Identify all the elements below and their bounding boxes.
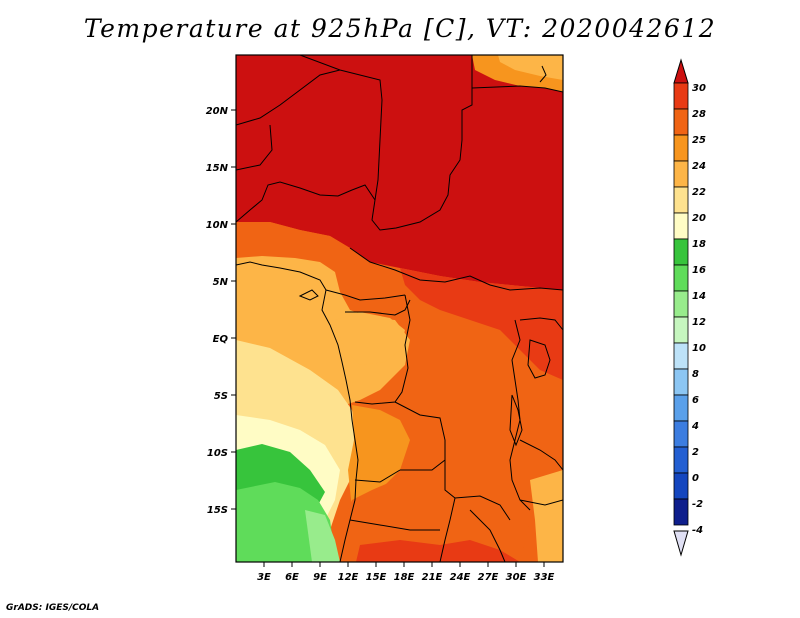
x-tick-label-12E: 12E — [338, 572, 359, 583]
field-12-benguela — [305, 510, 340, 562]
colorbar-bin-20-22 — [673, 186, 689, 214]
credit-label: GrADS: IGES/COLA — [6, 603, 100, 613]
y-tick-label-5S: 5S — [214, 391, 228, 402]
field-28-east — [400, 268, 563, 380]
colorbar-label-22: 22 — [692, 187, 706, 198]
y-tick-label-10S: 10S — [207, 448, 228, 459]
x-tick-label-3E: 3E — [257, 572, 271, 583]
colorbar-bin-18-20 — [673, 212, 689, 240]
colorbar-bin-28-30 — [673, 82, 689, 110]
colorbar-bin-neg2-0 — [673, 472, 689, 500]
y-tick-label-20N: 20N — [206, 106, 229, 117]
x-tick-label-18E: 18E — [394, 572, 415, 583]
colorbar-bin-25-28 — [673, 108, 689, 136]
y-axis: 20N 15N 10N 5N EQ 5S 10S 15S — [206, 106, 236, 516]
colorbar-label-2: 2 — [692, 447, 699, 458]
colorbar-bin-neg4-neg2 — [673, 498, 689, 526]
colorbar-label-0: 0 — [692, 473, 699, 484]
colorbar-label-14: 14 — [692, 291, 706, 302]
field-24-south-interior — [348, 405, 410, 510]
field-22-congo — [335, 312, 405, 365]
x-tick-label-24E: 24E — [450, 572, 471, 583]
y-tick-label-15N: 15N — [206, 163, 229, 174]
field-28-30-north — [236, 55, 563, 290]
y-tick-label-EQ: EQ — [213, 334, 229, 345]
y-tick-label-10N: 10N — [206, 220, 229, 231]
colorbar-under-arrow — [673, 530, 689, 557]
colorbar-bin-0-2 — [673, 446, 689, 474]
x-tick-label-6E: 6E — [285, 572, 299, 583]
colorbar-label-12: 12 — [692, 317, 706, 328]
colorbar-bin-22-24 — [673, 160, 689, 188]
colorbar-bin-6-8 — [673, 368, 689, 396]
colorbar-label-16: 16 — [692, 265, 706, 276]
colorbar-label-24: 24 — [692, 161, 706, 172]
field-25-south-interior — [340, 465, 530, 562]
colorbar-bin-4-6 — [673, 394, 689, 422]
y-tick-label-5N: 5N — [213, 277, 229, 288]
colorbar-label-25: 25 — [692, 135, 706, 146]
colorbar-bin-10-12 — [673, 316, 689, 344]
colorbar-bin-2-4 — [673, 420, 689, 448]
colorbar-label-4: 4 — [691, 421, 699, 432]
x-tick-label-9E: 9E — [313, 572, 327, 583]
colorbar-label-30: 30 — [692, 83, 706, 94]
colorbar-label-neg2: -2 — [692, 499, 703, 510]
x-tick-label-27E: 27E — [478, 572, 499, 583]
colorbar-bin-16-18 — [673, 238, 689, 266]
colorbar-bin-24-25 — [673, 134, 689, 162]
map-frame — [235, 54, 564, 563]
colorbar-over-arrow — [673, 58, 689, 84]
colorbar-label-neg4: -4 — [692, 525, 703, 536]
colorbar-bin-12-14 — [673, 290, 689, 318]
x-tick-label-33E: 33E — [534, 572, 555, 583]
x-tick-label-21E: 21E — [422, 572, 443, 583]
colorbar-label-10: 10 — [692, 343, 706, 354]
colorbar-label-28: 28 — [692, 109, 706, 120]
colorbar: 30 28 25 24 22 20 18 16 14 12 10 8 6 4 2… — [673, 58, 706, 557]
colorbar-bin-8-10 — [673, 342, 689, 370]
chart-title: Temperature at 925hPa [C], VT: 202004261… — [83, 14, 717, 43]
colorbar-label-8: 8 — [692, 369, 699, 380]
colorbar-label-20: 20 — [692, 213, 706, 224]
x-tick-label-15E: 15E — [366, 572, 387, 583]
colorbar-bin-14-16 — [673, 264, 689, 292]
x-tick-label-30E: 30E — [506, 572, 527, 583]
colorbar-label-6: 6 — [692, 395, 699, 406]
colorbar-label-18: 18 — [692, 239, 706, 250]
field-22-northeast — [498, 55, 563, 80]
coastlines-borders — [236, 55, 563, 562]
y-tick-label-15S: 15S — [207, 505, 228, 516]
field-25-sahel — [236, 222, 370, 266]
x-axis: 3E 6E 9E 12E 15E 18E 21E 24E 27E 30E 33E — [257, 562, 555, 583]
field-22-east-highlands — [530, 470, 563, 562]
field-28-south-hot — [356, 540, 520, 562]
